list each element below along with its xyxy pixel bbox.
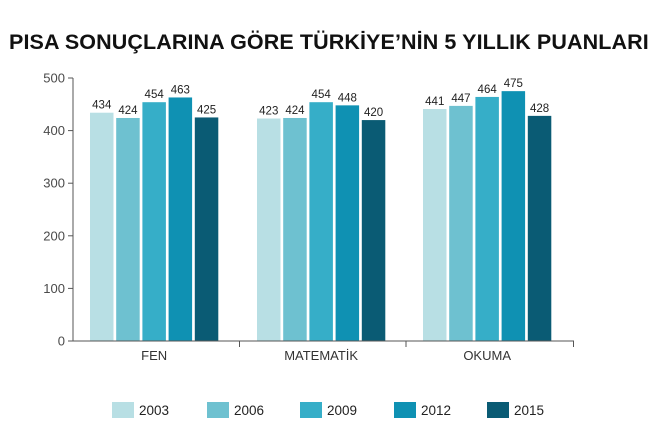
bar-2009-2 bbox=[475, 96, 499, 341]
data-label: 454 bbox=[312, 89, 332, 101]
legend: 2003 2006 2009 2012 2015 bbox=[112, 402, 544, 418]
bar-2009-1 bbox=[309, 102, 333, 341]
y-axis: 0 100 200 300 400 500 bbox=[43, 71, 74, 349]
bar-2012-2 bbox=[501, 91, 526, 342]
bar-2006-0 bbox=[116, 117, 140, 341]
y-tick-label: 300 bbox=[43, 176, 65, 191]
bar-2003-1 bbox=[257, 118, 281, 341]
y-tick-label: 0 bbox=[58, 334, 65, 349]
bar-2006-1 bbox=[283, 117, 307, 341]
bars-group bbox=[90, 91, 552, 342]
x-category-label: FEN bbox=[141, 348, 167, 363]
legend-label: 2003 bbox=[139, 403, 169, 418]
chart-title: PISA SONUÇLARINA GÖRE TÜRKİYE’NİN 5 YILL… bbox=[9, 30, 649, 54]
bar-2003-2 bbox=[423, 109, 447, 341]
legend-swatch-2012 bbox=[394, 402, 416, 418]
legend-swatch-2015 bbox=[487, 402, 509, 418]
y-tick-label: 500 bbox=[43, 71, 65, 86]
data-label: 424 bbox=[118, 105, 138, 117]
data-label: 423 bbox=[259, 106, 278, 118]
data-label: 424 bbox=[285, 105, 305, 117]
legend-label: 2015 bbox=[514, 403, 544, 418]
data-label: 448 bbox=[338, 92, 357, 104]
data-label: 463 bbox=[171, 84, 190, 96]
x-category-label: MATEMATİK bbox=[284, 348, 358, 363]
bar-2015-0 bbox=[194, 117, 219, 341]
x-category-label: OKUMA bbox=[463, 348, 511, 363]
bar-2012-1 bbox=[335, 105, 360, 342]
y-tick-label: 100 bbox=[43, 281, 65, 296]
data-label: 425 bbox=[197, 104, 216, 116]
data-label: 434 bbox=[92, 100, 112, 112]
data-label: 454 bbox=[145, 89, 165, 101]
bar-2003-0 bbox=[90, 112, 114, 341]
bar-2006-2 bbox=[449, 105, 473, 342]
data-label: 428 bbox=[530, 103, 549, 115]
legend-swatch-2003 bbox=[112, 402, 134, 418]
legend-label: 2012 bbox=[421, 403, 451, 418]
y-tick-label: 400 bbox=[43, 123, 65, 138]
bar-2015-1 bbox=[361, 120, 386, 341]
data-labels-group: 434 424 454 463 425 423 424 454 448 420 441 447 464 4… bbox=[92, 78, 549, 119]
data-label: 420 bbox=[364, 107, 383, 119]
bar-2012-0 bbox=[168, 97, 193, 341]
legend-swatch-2006 bbox=[207, 402, 229, 418]
data-label: 464 bbox=[478, 84, 498, 96]
data-label: 475 bbox=[504, 78, 523, 90]
data-label: 441 bbox=[425, 96, 444, 108]
bar-2009-0 bbox=[142, 102, 166, 341]
bar-2015-2 bbox=[527, 115, 552, 341]
legend-swatch-2009 bbox=[300, 402, 322, 418]
y-tick-label: 200 bbox=[43, 228, 65, 243]
x-axis: FEN MATEMATİK OKUMA bbox=[73, 340, 574, 363]
data-label: 447 bbox=[451, 93, 470, 105]
legend-label: 2006 bbox=[234, 403, 264, 418]
legend-label: 2009 bbox=[327, 403, 357, 418]
